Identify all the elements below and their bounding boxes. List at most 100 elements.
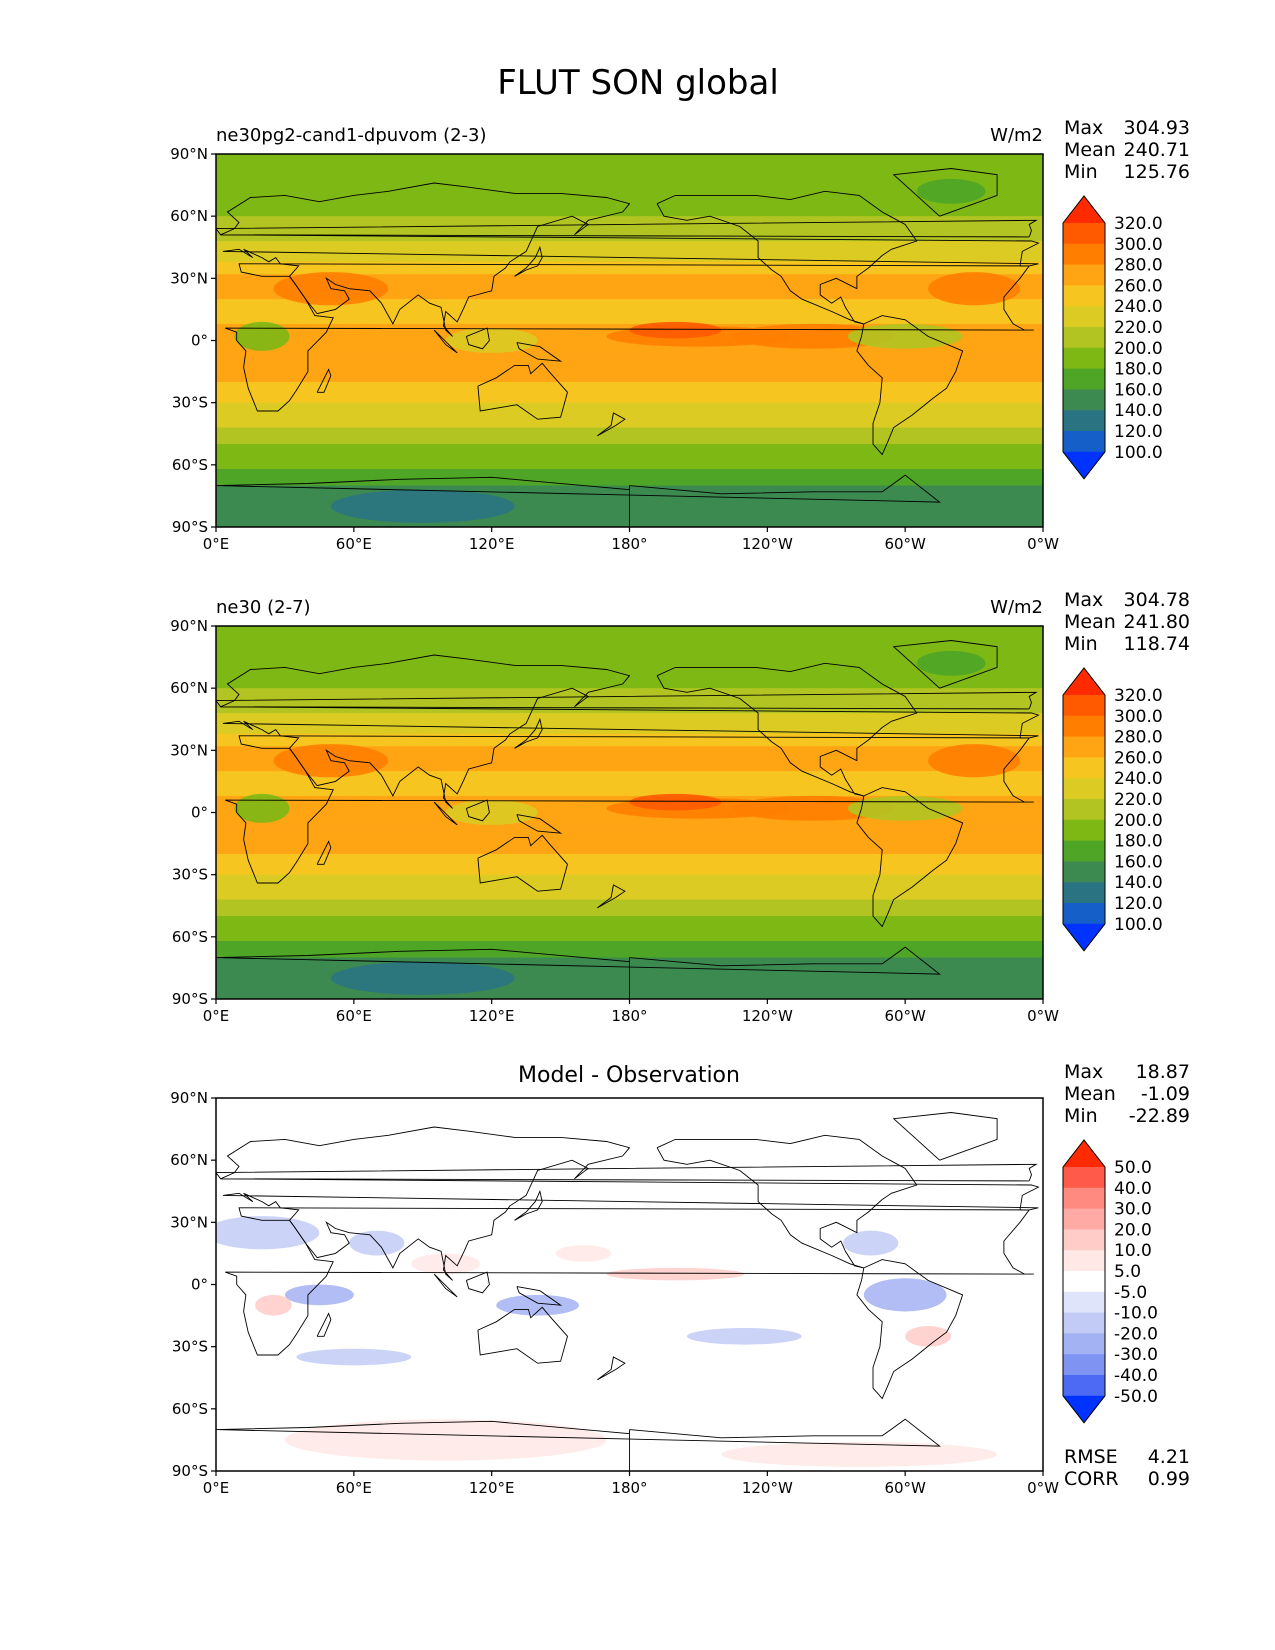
colorbar-outline: [1062, 667, 1106, 952]
colorbar-segment: [1063, 1312, 1105, 1334]
lat-tick-label: 30°S: [172, 866, 208, 884]
colorbar-segment: [1063, 243, 1105, 266]
colorbar-tick-label: -50.0: [1114, 1387, 1158, 1407]
colorbar-segment: [1063, 1271, 1105, 1293]
field-anomaly: [629, 793, 722, 811]
colorbar-tick-label: -20.0: [1114, 1324, 1158, 1344]
field-band: [216, 402, 1043, 429]
lat-tick-label: 30°N: [170, 269, 208, 287]
stat-label: Min: [1064, 161, 1098, 183]
field-anomaly: [928, 272, 1021, 306]
colorbar-extend-min: [1063, 1395, 1105, 1423]
lon-tick-label: 0°W: [1027, 535, 1059, 553]
colorbar-segment: [1063, 410, 1105, 432]
panel-reference: ne30 (2-7) W/m2 90°N 60°N 30°N 0° 30°S 6…: [170, 589, 1190, 1025]
stat-label: CORR: [1064, 1468, 1119, 1490]
colorbar-tick-label: 300.0: [1114, 707, 1163, 727]
lon-tick-label: 180°: [611, 535, 647, 553]
colorbar-tick-label: 160.0: [1114, 380, 1163, 400]
colorbar-tick-label: 280.0: [1114, 728, 1163, 748]
field-anomaly: [916, 650, 986, 676]
coastline: [892, 640, 998, 689]
colorbar: 320.0300.0280.0260.0240.0220.0200.0180.0…: [1062, 195, 1163, 480]
colorbar-segment: [1063, 1167, 1105, 1189]
field-anomaly: [843, 1230, 899, 1256]
field-band: [216, 829, 1043, 855]
stat-label: Min: [1064, 1105, 1098, 1127]
coastline: [316, 840, 332, 865]
colorbar-tick-label: 40.0: [1114, 1179, 1152, 1199]
field-band: [216, 853, 1043, 876]
stat-value: 125.76: [1124, 161, 1190, 183]
colorbar-segment: [1063, 431, 1105, 453]
field-band: [216, 899, 1043, 917]
coastline: [316, 368, 332, 393]
colorbar-tick-label: 160.0: [1114, 852, 1163, 872]
panel-diff: Model - Observation 90°N 60°N 30°N 0° 30…: [170, 1061, 1190, 1497]
lon-tick-label: 180°: [611, 1479, 647, 1497]
lon-tick-label: 60°E: [336, 1007, 372, 1025]
stats-block: Max 18.87 Mean -1.09 Min -22.89: [1064, 1061, 1190, 1127]
coastline: [477, 1306, 568, 1364]
coastline: [433, 801, 458, 826]
coastline: [316, 1312, 332, 1337]
field-band: [216, 357, 1043, 383]
coastline: [433, 329, 458, 354]
lon-tick-label: 120°E: [469, 1479, 515, 1497]
colorbar-tick-label: -30.0: [1114, 1345, 1158, 1365]
stat-label: Max: [1064, 117, 1103, 139]
field-anomaly: [905, 1325, 952, 1347]
coastline: [465, 1271, 490, 1294]
field-anomaly: [296, 1348, 412, 1366]
colorbar-tick-label: 280.0: [1114, 256, 1163, 276]
lat-tick-label: 60°N: [170, 1151, 208, 1169]
coastline: [216, 691, 1038, 710]
colorbar-segment: [1063, 285, 1105, 307]
panel-test: ne30pg2-cand1-dpuvom (2-3) W/m2 90°N 60°…: [170, 117, 1190, 553]
map-fill: [216, 1098, 1043, 1471]
lat-axis: 90°N 60°N 30°N 0° 30°S 60°S 90°S: [170, 145, 216, 536]
field-anomaly: [916, 178, 986, 204]
stat-value: 0.99: [1148, 1468, 1190, 1490]
lon-tick-label: 180°: [611, 1007, 647, 1025]
field-anomaly: [330, 961, 515, 995]
lon-tick-label: 60°W: [884, 1007, 926, 1025]
lon-tick-label: 0°W: [1027, 1479, 1059, 1497]
field-band: [216, 468, 1043, 487]
colorbar-tick-label: 240.0: [1114, 769, 1163, 789]
map-fill: [216, 154, 1043, 527]
field-band: [216, 940, 1043, 959]
colorbar: 320.0300.0280.0260.0240.0220.0200.0180.0…: [1062, 667, 1163, 952]
colorbar-tick-label: 180.0: [1114, 832, 1163, 852]
panel-units: W/m2: [990, 597, 1043, 618]
coastline: [220, 182, 1040, 337]
colorbar-tick-label: 140.0: [1114, 401, 1163, 421]
colorbar-segment: [1063, 840, 1105, 862]
coastline: [216, 219, 1038, 238]
field-anomaly: [216, 1216, 320, 1250]
colorbar-tick-label: 200.0: [1114, 811, 1163, 831]
stats-block: Max 304.93 Mean 240.71 Min 125.76: [1064, 117, 1190, 183]
colorbar-tick-label: 300.0: [1114, 235, 1163, 255]
lat-tick-label: 90°N: [170, 617, 208, 635]
coastline: [516, 814, 563, 834]
coastline: [465, 799, 490, 822]
colorbar-tick-label: 100.0: [1114, 915, 1163, 935]
colorbar-segment: [1063, 306, 1105, 328]
stat-value: 241.80: [1124, 611, 1190, 633]
stat-value: 18.87: [1136, 1061, 1190, 1083]
stat-label: Mean: [1064, 1083, 1116, 1105]
colorbar-segment: [1063, 736, 1105, 758]
lat-tick-label: 30°S: [172, 394, 208, 412]
coastline: [465, 327, 490, 350]
field-anomaly: [721, 1441, 998, 1467]
panel-units: W/m2: [990, 125, 1043, 146]
field-anomaly: [234, 793, 290, 823]
colorbar-segment: [1063, 1375, 1105, 1397]
lon-tick-label: 120°W: [742, 1479, 793, 1497]
colorbar-tick-label: 200.0: [1114, 339, 1163, 359]
field-anomaly: [847, 323, 963, 349]
coastline: [514, 717, 543, 749]
colorbar-extend-max: [1063, 1140, 1105, 1167]
